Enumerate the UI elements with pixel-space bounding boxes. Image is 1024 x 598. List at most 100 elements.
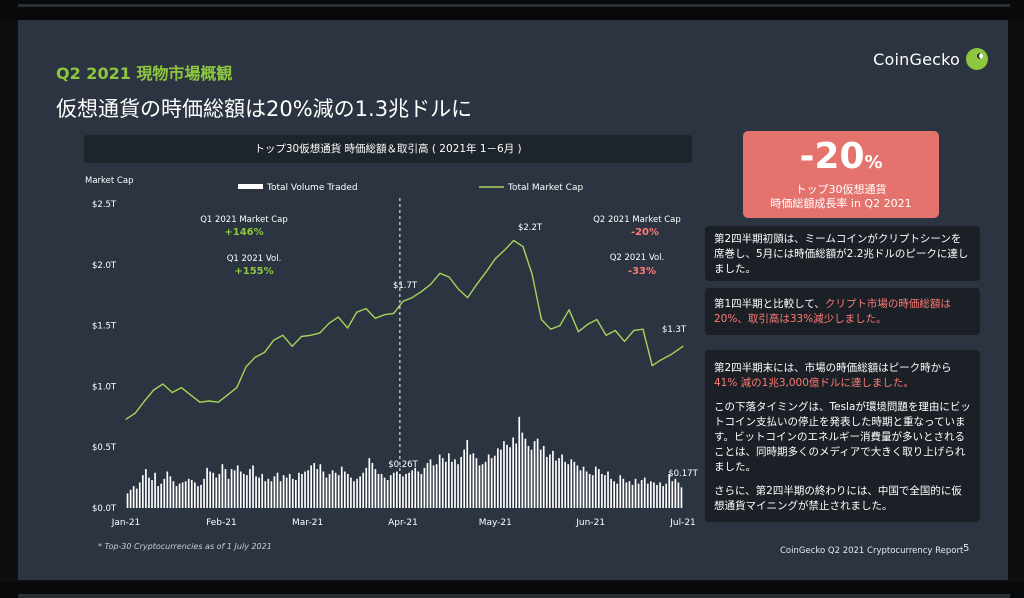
volume-bar: [503, 441, 505, 508]
volume-bar: [405, 473, 407, 508]
volume-bar: [148, 477, 150, 508]
market-cap-point: [587, 323, 589, 325]
volume-bar: [591, 475, 594, 508]
market-cap-point: [448, 276, 450, 278]
volume-bar: [444, 461, 447, 508]
market-cap-point: [171, 391, 173, 394]
volume-end-label: $0.17T: [668, 469, 698, 479]
market-cap-point: [633, 329, 635, 332]
volume-divider-label: $0.26T: [388, 460, 418, 470]
volume-bar: [151, 480, 153, 508]
volume-bar: [570, 459, 573, 508]
volume-bar: [506, 444, 508, 508]
volume-bar: [414, 467, 417, 508]
volume-bar: [533, 441, 536, 508]
volume-bar: [561, 454, 563, 508]
top-edge: [0, 0, 1024, 20]
volume-bar: [659, 482, 661, 508]
volume-bar: [334, 472, 337, 508]
volume-bar: [402, 476, 404, 508]
volume-bar: [291, 478, 294, 508]
market-cap-point: [596, 318, 598, 321]
note-comparison-text: 第1四半期と比較して、クリプト市場の時価総額は20%、取引高は33%減少しました…: [714, 297, 971, 327]
market-cap-point: [291, 345, 293, 347]
volume-bar: [454, 459, 456, 508]
page-number: 5: [963, 543, 970, 554]
market-cap-point: [383, 314, 386, 316]
note-decline-p1: 第2四半期末には、市場の時価総額はピーク時から 41% 減の1兆3,000億ドルに…: [714, 361, 971, 391]
volume-bar: [389, 475, 392, 508]
volume-bar: [484, 461, 487, 508]
volume-bar: [132, 486, 135, 508]
y-tick-label: $2.0T: [92, 261, 117, 271]
volume-bar: [478, 465, 481, 508]
volume-bar: [298, 472, 300, 508]
market-cap-point: [540, 318, 543, 321]
volume-bar: [246, 475, 248, 508]
growth-value: -20%: [743, 137, 939, 183]
market-cap-point: [476, 283, 478, 285]
volume-bar: [194, 482, 196, 508]
volume-bar: [374, 469, 377, 508]
q2-volume-value: -33%: [628, 266, 656, 277]
volume-bar: [469, 454, 472, 508]
volume-bar: [423, 467, 426, 508]
volume-bar: [490, 458, 493, 508]
volume-bar: [377, 473, 380, 508]
market-cap-point: [494, 258, 496, 260]
volume-bar: [518, 416, 521, 508]
volume-bar: [368, 458, 371, 508]
volume-bar: [288, 473, 291, 508]
volume-bar: [350, 477, 352, 508]
market-cap-point: [623, 340, 626, 342]
volume-bar: [347, 473, 349, 508]
market-cap-point: [430, 283, 432, 285]
volume-bar: [542, 445, 545, 508]
market-cap-point: [513, 239, 515, 242]
volume-bar: [616, 483, 619, 508]
volume-bar: [521, 432, 524, 508]
volume-bar: [383, 477, 386, 508]
volume-bar: [628, 481, 631, 508]
x-tick-label: Mar-21: [292, 518, 323, 528]
brand-name: CoinGecko: [873, 49, 960, 69]
volume-bar: [261, 473, 264, 508]
volume-bar: [610, 478, 612, 508]
volume-bar: [558, 458, 560, 508]
volume-bar: [267, 478, 270, 508]
volume-bar: [169, 476, 172, 508]
growth-unit: %: [864, 152, 883, 173]
volume-bar: [285, 477, 288, 508]
y-axis-title: Market Cap: [85, 176, 133, 186]
volume-bar: [634, 478, 637, 508]
volume-bar: [236, 465, 239, 508]
volume-bar: [200, 484, 202, 508]
volume-bar: [126, 493, 129, 508]
note-decline-p2: この下落タイミングは、Teslaが環境問題を理由にビットコイン支払いの停止を発表…: [714, 401, 971, 473]
growth-callout: -20% トップ30仮想通貨 時価総額成長率 in Q2 2021: [743, 131, 939, 218]
market-cap-point: [457, 288, 459, 290]
volume-bar: [209, 471, 211, 508]
volume-bar: [343, 471, 346, 508]
volume-bar: [463, 449, 466, 508]
market-cap-point: [199, 401, 201, 403]
volume-bar: [515, 443, 518, 508]
legend-market-cap-label: Total Market Cap: [507, 183, 583, 193]
volume-bar: [417, 471, 420, 508]
volume-bar: [399, 473, 401, 508]
volume-bar: [448, 453, 450, 508]
volume-bar: [273, 476, 276, 508]
volume-bar: [650, 481, 652, 508]
market-cap-point: [134, 412, 136, 414]
volume-bar: [392, 472, 395, 508]
volume-bar: [475, 458, 478, 508]
volume-bar: [674, 478, 677, 508]
volume-bar: [530, 449, 533, 508]
volume-bar: [215, 477, 218, 508]
market-cap-point: [682, 345, 684, 347]
market-cap-point: [208, 400, 210, 402]
volume-bar: [190, 480, 193, 508]
market-cap-point: [125, 418, 127, 420]
volume-bar: [224, 469, 227, 508]
volume-bar: [129, 489, 132, 508]
